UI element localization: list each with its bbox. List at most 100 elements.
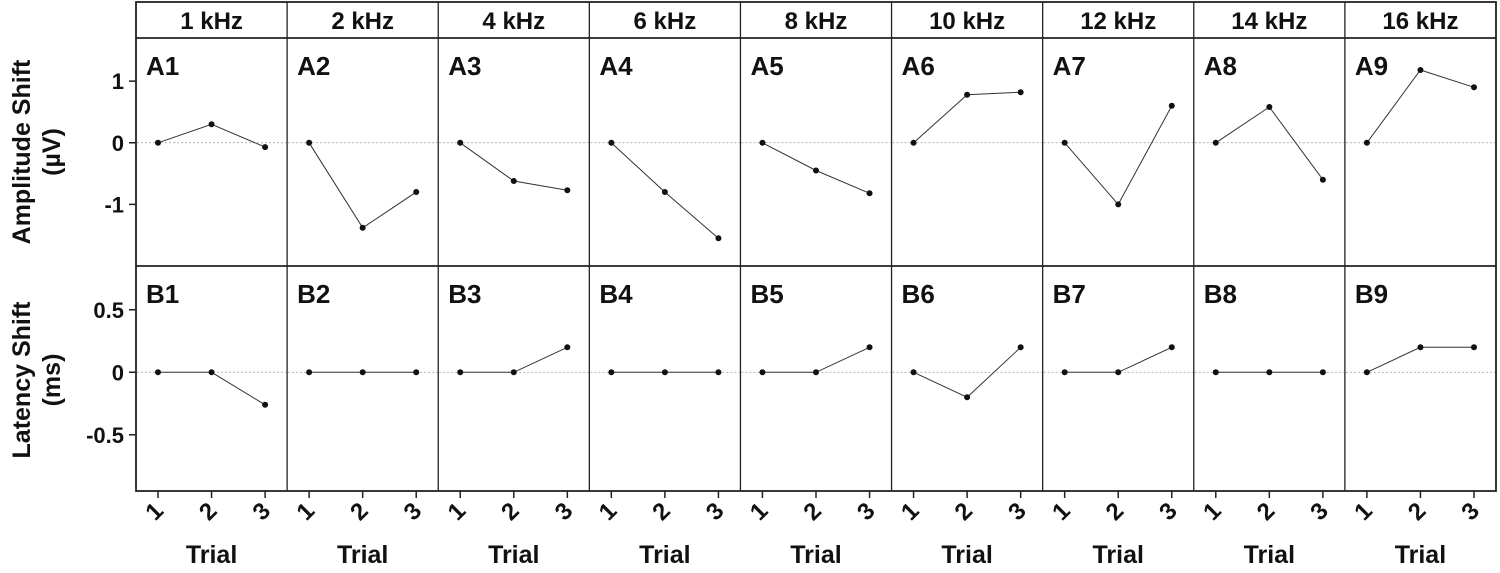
panel-label: A2	[297, 51, 330, 81]
data-point	[1212, 369, 1219, 376]
data-point	[262, 401, 269, 408]
panel-b6: B6	[892, 279, 1042, 401]
panel-frames	[135, 1, 1497, 492]
panel-label: B9	[1355, 279, 1388, 309]
data-point	[208, 369, 215, 376]
frequency-label: 2 kHz	[331, 8, 394, 35]
panel-a4: A4	[590, 51, 740, 242]
data-point	[1363, 139, 1370, 146]
x-axis-title: Trial	[639, 541, 690, 569]
data-point	[1212, 139, 1219, 146]
x-axis-title: Trial	[941, 541, 992, 569]
panel-label: A8	[1204, 51, 1237, 81]
data-point	[510, 177, 517, 184]
panel-b4: B4	[590, 279, 740, 376]
series-line	[1366, 346, 1474, 373]
frequency-label: 4 kHz	[482, 8, 545, 35]
panel-b9: B9	[1345, 279, 1495, 376]
series-line	[158, 371, 266, 406]
data-point	[964, 394, 971, 401]
panel-b2: B2	[288, 279, 438, 376]
data-point	[1319, 369, 1326, 376]
latency-ylabel-line1: Latency Shift	[8, 301, 36, 459]
frequency-label: 8 kHz	[785, 8, 848, 35]
frequency-label: 10 kHz	[929, 8, 1005, 35]
panel-a1: A1	[137, 51, 287, 151]
data-point	[1017, 89, 1024, 96]
x-tick-label: 2	[1403, 497, 1432, 526]
x-tick-label: 2	[496, 497, 525, 526]
data-point	[1471, 344, 1477, 351]
panel-label: A1	[146, 51, 179, 81]
x-axis-title: Trial	[1093, 541, 1144, 569]
x-tick-label: 3	[852, 497, 881, 526]
panel-a2: A2	[288, 51, 438, 231]
x-tick-label: 1	[1198, 497, 1227, 526]
x-tick-label: 1	[292, 497, 321, 526]
amplitude-ylabel-line1: Amplitude Shift	[8, 59, 36, 244]
data-point	[457, 139, 464, 146]
series-line	[157, 123, 266, 148]
x-tick-label: 3	[248, 497, 277, 526]
frequency-label: 16 kHz	[1382, 8, 1458, 35]
series-line	[460, 346, 568, 373]
data-point	[564, 344, 571, 351]
panel-a5: A5	[741, 51, 891, 197]
data-point	[759, 369, 766, 376]
x-tick-label: 1	[140, 497, 169, 526]
frequency-label: 6 kHz	[634, 8, 697, 35]
data-point	[813, 167, 819, 174]
y-tick-label: -0.5	[86, 423, 124, 448]
data-point	[1363, 369, 1370, 376]
data-point	[964, 91, 971, 98]
x-axis-title: Trial	[1395, 541, 1446, 569]
data-point	[1017, 344, 1024, 351]
panel-a8: A8	[1194, 51, 1344, 183]
data-point	[306, 369, 313, 376]
panel-b8: B8	[1194, 279, 1344, 376]
data-point	[1471, 84, 1477, 91]
y-axis-labels: Amplitude Shift (µV) Latency Shift (ms)	[8, 59, 66, 459]
data-point	[155, 369, 161, 376]
frequency-label: 14 kHz	[1231, 8, 1307, 35]
data-point	[1061, 369, 1068, 376]
x-axis-title: Trial	[337, 541, 388, 569]
x-tick-label: 3	[1003, 497, 1032, 526]
x-tick-label: 1	[745, 497, 774, 526]
y-tick-label: -1	[104, 192, 124, 217]
data-point	[1115, 369, 1122, 376]
data-point	[866, 344, 873, 351]
data-point	[866, 190, 873, 197]
data-point	[1168, 344, 1175, 351]
panel-label: B5	[750, 279, 783, 309]
data-point	[910, 139, 917, 146]
x-tick-label: 2	[647, 497, 676, 526]
panel-b1: B1	[137, 279, 287, 408]
panel-label: A9	[1355, 51, 1388, 81]
x-axis-title: Trial	[1244, 541, 1295, 569]
panel-a9: A9	[1345, 51, 1495, 146]
panel-label: B4	[599, 279, 633, 309]
data-point	[359, 369, 366, 376]
panel-label: B2	[297, 279, 330, 309]
x-axis-title: Trial	[488, 541, 539, 569]
x-tick-label: 1	[1349, 497, 1378, 526]
x-axis-title: Trial	[186, 541, 237, 569]
panel-label: A7	[1053, 51, 1086, 81]
panel-b7: B7	[1043, 279, 1193, 376]
data-point	[510, 369, 517, 376]
latency-ylabel-line2: (ms)	[38, 354, 66, 407]
x-tick-label: 2	[1101, 497, 1130, 526]
series-line	[308, 142, 417, 229]
data-point	[1061, 139, 1068, 146]
panel-label: B6	[902, 279, 935, 309]
data-point	[759, 139, 766, 146]
panel-label: B7	[1053, 279, 1086, 309]
outer-frame	[135, 1, 1497, 492]
panel-label: A5	[750, 51, 783, 81]
panel-label: B8	[1204, 279, 1237, 309]
x-tick-label: 3	[701, 497, 730, 526]
data-point	[715, 369, 722, 376]
